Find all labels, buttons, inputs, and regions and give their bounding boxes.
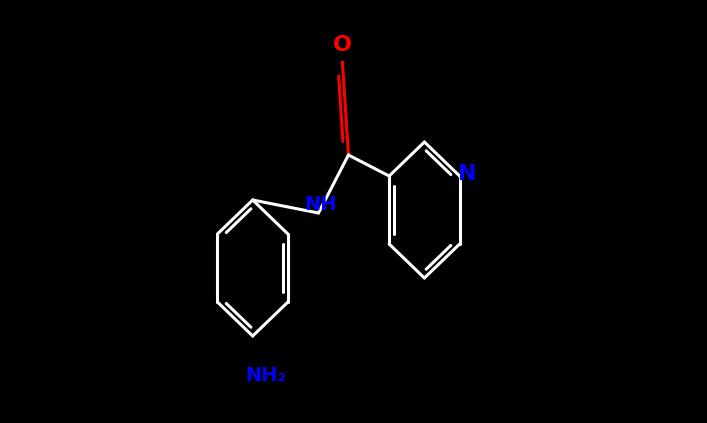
Text: NH₂: NH₂	[245, 365, 286, 385]
Text: O: O	[333, 35, 352, 55]
Text: NH: NH	[305, 195, 337, 214]
Text: N: N	[458, 164, 477, 184]
